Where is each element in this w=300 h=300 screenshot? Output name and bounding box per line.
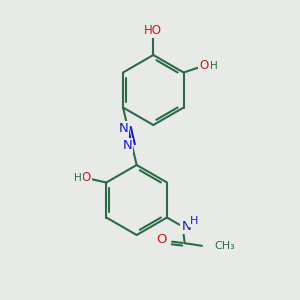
Text: N: N xyxy=(118,122,128,135)
Text: O: O xyxy=(81,171,91,184)
Text: N: N xyxy=(181,220,191,233)
Text: O: O xyxy=(156,233,166,246)
Text: HO: HO xyxy=(144,24,162,37)
Text: N: N xyxy=(123,140,132,152)
Text: H: H xyxy=(210,61,218,71)
Text: H: H xyxy=(74,172,82,182)
Text: O: O xyxy=(199,59,208,72)
Text: H: H xyxy=(190,216,199,226)
Text: CH₃: CH₃ xyxy=(214,241,236,251)
